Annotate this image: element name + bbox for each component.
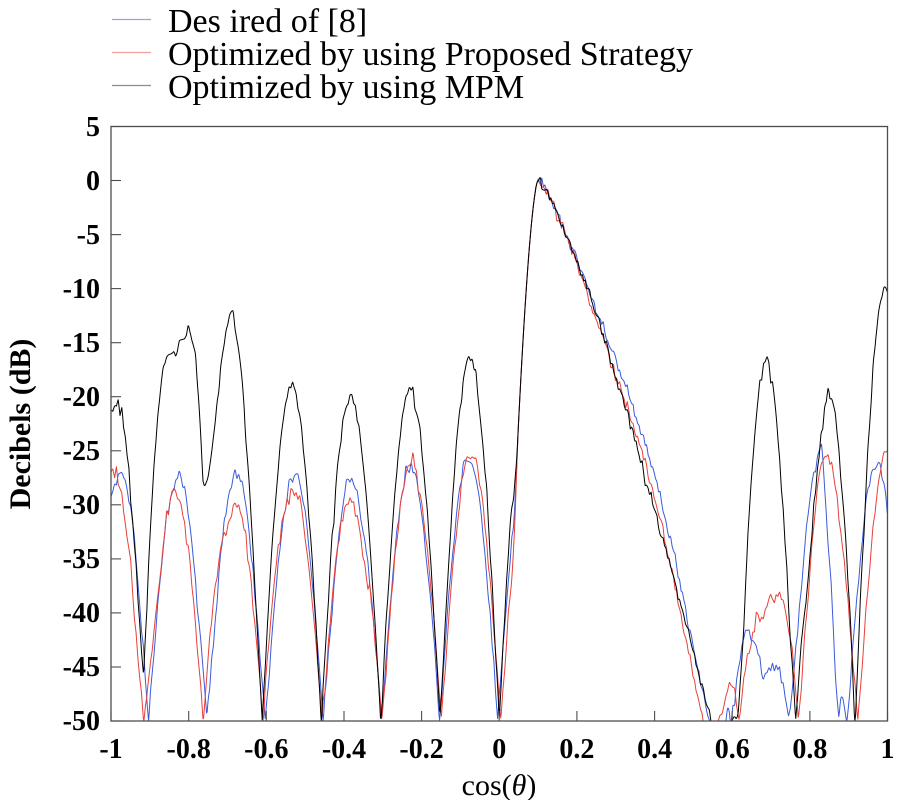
svg-text:-0.8: -0.8 bbox=[167, 734, 211, 765]
svg-text:cos(θ): cos(θ) bbox=[462, 769, 537, 800]
svg-text:-0.4: -0.4 bbox=[322, 734, 366, 765]
svg-text:-30: -30 bbox=[63, 490, 100, 521]
svg-text:-40: -40 bbox=[63, 598, 100, 629]
svg-text:Optimized by using MPM: Optimized by using MPM bbox=[168, 69, 524, 106]
svg-text:-10: -10 bbox=[63, 274, 100, 305]
svg-text:0.8: 0.8 bbox=[792, 734, 827, 765]
svg-text:-0.6: -0.6 bbox=[244, 734, 288, 765]
svg-text:0: 0 bbox=[86, 166, 100, 197]
svg-text:-20: -20 bbox=[63, 382, 100, 413]
svg-text:-45: -45 bbox=[63, 652, 100, 683]
svg-text:0.6: 0.6 bbox=[715, 734, 750, 765]
svg-text:1: 1 bbox=[881, 734, 895, 765]
svg-text:Optimized by using Proposed St: Optimized by using Proposed Strategy bbox=[168, 36, 693, 73]
svg-text:0: 0 bbox=[492, 734, 506, 765]
svg-text:-50: -50 bbox=[63, 706, 100, 737]
svg-text:-15: -15 bbox=[63, 328, 100, 359]
svg-text:Des ired of [8]: Des ired of [8] bbox=[168, 3, 367, 40]
svg-text:-25: -25 bbox=[63, 436, 100, 467]
svg-text:5: 5 bbox=[86, 112, 100, 143]
svg-text:-5: -5 bbox=[77, 220, 100, 251]
svg-text:-1: -1 bbox=[99, 734, 122, 765]
svg-text:0.4: 0.4 bbox=[637, 734, 672, 765]
svg-text:-0.2: -0.2 bbox=[399, 734, 443, 765]
svg-text:0.2: 0.2 bbox=[559, 734, 594, 765]
svg-text:Decibels (dB): Decibels (dB) bbox=[4, 339, 37, 510]
svg-text:-35: -35 bbox=[63, 544, 100, 575]
